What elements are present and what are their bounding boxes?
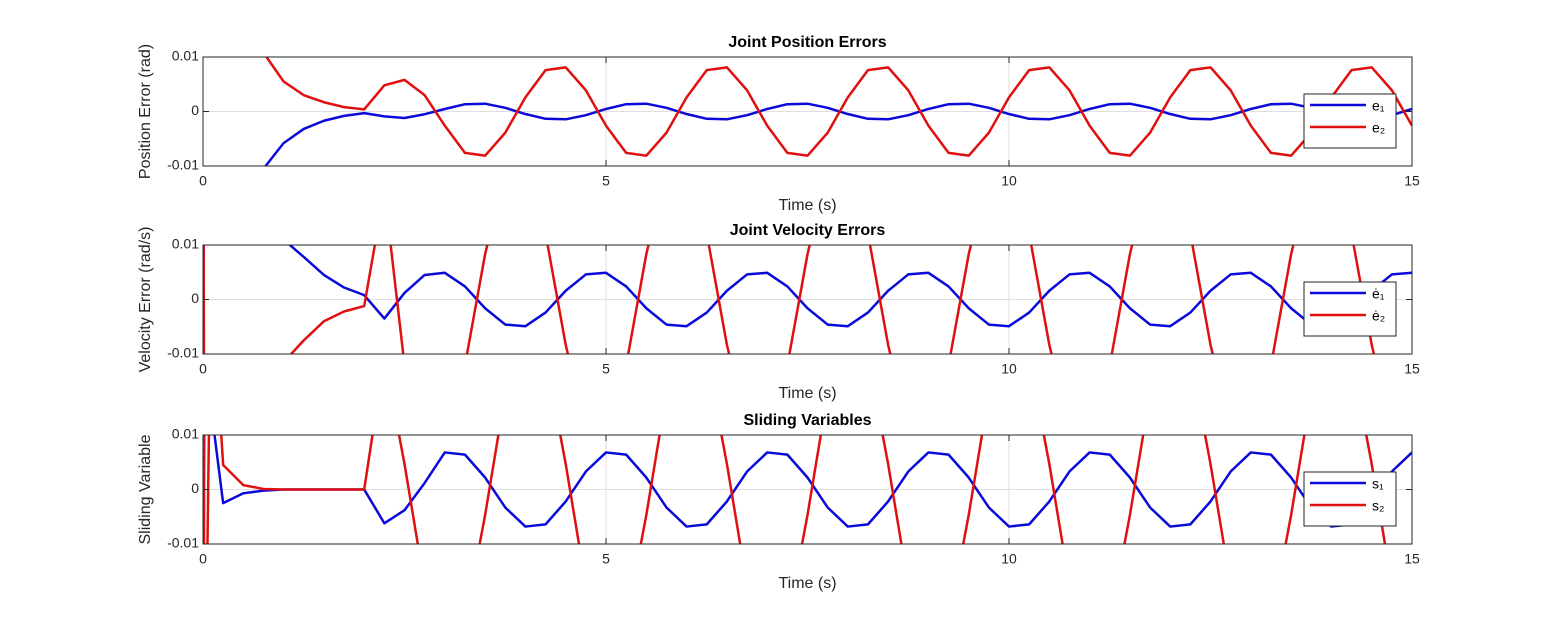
x-tick-label: 15 [1404, 551, 1420, 567]
legend-label: s₁ [1372, 476, 1384, 492]
x-tick-label: 15 [1404, 173, 1420, 189]
x-tick-label: 15 [1404, 361, 1420, 377]
line-series [203, 435, 1387, 544]
legend: ė₁ ė₂ [1303, 281, 1397, 337]
x-tick-label: 5 [602, 173, 610, 189]
x-tick-label: 10 [1001, 173, 1017, 189]
legend: s₁ s₂ [1303, 471, 1397, 527]
line-series [203, 245, 1412, 354]
x-tick-label: 5 [602, 551, 610, 567]
legend-label: e₂ [1372, 120, 1385, 136]
legend-label: e₁ [1372, 98, 1385, 114]
y-tick-label: 0.01 [172, 236, 199, 252]
x-tick-label: 0 [199, 551, 207, 567]
x-tick-label: 10 [1001, 551, 1017, 567]
y-axis-label: Velocity Error (rad/s) [137, 227, 154, 373]
x-axis-label: Time (s) [778, 575, 836, 592]
chart-title: Sliding Variables [743, 412, 871, 429]
y-tick-label: 0 [191, 290, 199, 306]
legend-label: s₂ [1372, 498, 1384, 514]
x-tick-label: 0 [199, 173, 207, 189]
line-series [263, 102, 1412, 166]
legend-label: ė₂ [1372, 308, 1385, 324]
x-axis-label: Time (s) [778, 197, 836, 214]
line-series [203, 435, 1412, 544]
legend-box [1303, 93, 1397, 149]
data-layer [203, 245, 1412, 354]
y-axis-label: Sliding Variable [137, 434, 154, 544]
legend-box [1303, 471, 1397, 527]
data-layer [263, 57, 1412, 166]
line-series [203, 245, 1376, 354]
legend-label: ė₁ [1372, 286, 1385, 302]
y-tick-label: -0.01 [167, 345, 199, 361]
x-tick-label: 10 [1001, 361, 1017, 377]
x-tick-label: 5 [602, 361, 610, 377]
legend-box [1303, 281, 1397, 337]
y-axis-label: Position Error (rad) [137, 44, 154, 179]
y-tick-label: 0 [191, 102, 199, 118]
y-tick-label: 0.01 [172, 48, 199, 64]
x-axis-label: Time (s) [778, 385, 836, 402]
line-series [264, 57, 1412, 157]
y-tick-label: 0 [191, 480, 199, 496]
chart-title: Joint Velocity Errors [730, 222, 886, 239]
x-tick-label: 0 [199, 361, 207, 377]
chart-title: Joint Position Errors [728, 34, 886, 51]
y-tick-label: 0.01 [172, 426, 199, 442]
y-tick-label: -0.01 [167, 535, 199, 551]
y-tick-label: -0.01 [167, 157, 199, 173]
legend: e₁ e₂ [1303, 93, 1397, 149]
data-layer [203, 435, 1412, 544]
